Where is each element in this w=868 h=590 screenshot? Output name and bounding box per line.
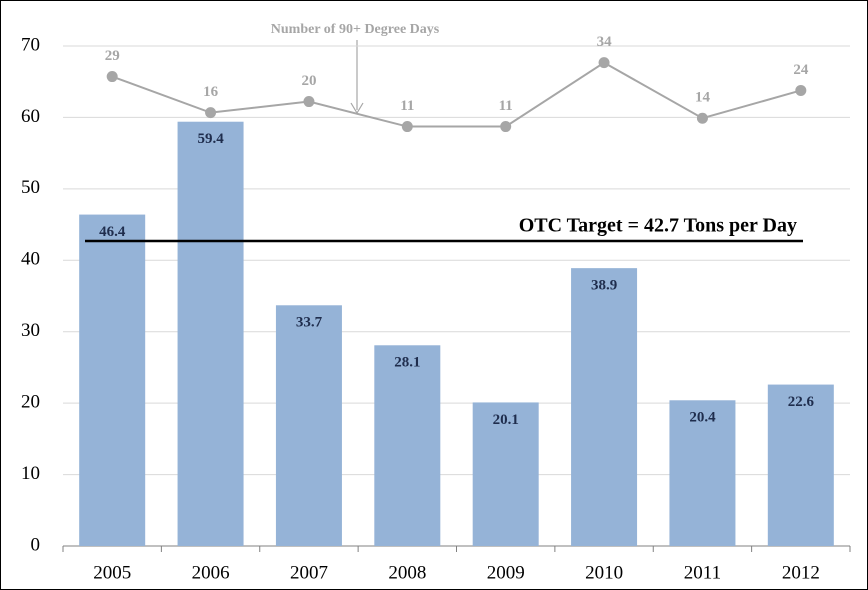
x-tick-label: 2008 [388,562,426,583]
y-tick-label: 60 [21,106,40,127]
y-tick-label: 0 [31,534,41,555]
line-point [303,96,315,108]
value-label: 20.4 [689,410,716,426]
point-label: 11 [400,98,414,114]
x-tick-label: 2012 [782,562,820,583]
line-point [401,121,413,133]
line-point [106,71,118,83]
y-tick-label: 70 [21,34,40,55]
x-tick-label: 2011 [684,562,721,583]
value-label: 46.4 [99,224,126,240]
value-label: 20.1 [493,412,519,428]
line-point [696,112,708,124]
y-tick-label: 40 [21,249,40,270]
bar [571,268,638,546]
bar [472,402,539,546]
x-tick-label: 2009 [487,562,525,583]
line-point [795,84,807,96]
value-label: 33.7 [296,315,323,331]
value-label: 22.6 [788,394,815,410]
point-label: 11 [499,98,513,114]
y-tick-label: 20 [21,392,40,413]
point-label: 16 [203,84,219,100]
bar [79,214,146,547]
line [111,61,802,128]
line-annotation: Number of 90+ Degree Days [271,22,440,37]
value-label: 59.4 [197,131,224,147]
bar [669,400,736,546]
x-tick-label: 2010 [585,562,623,583]
y-tick-label: 50 [21,177,40,198]
point-label: 29 [105,48,120,64]
bar [275,305,342,546]
line-point [500,121,512,133]
value-label: 28.1 [394,355,420,371]
line-point [205,107,217,119]
bar [767,384,834,546]
x-tick-label: 2005 [93,562,131,583]
point-label: 14 [695,90,711,106]
target-label: OTC Target = 42.7 Tons per Day [519,215,797,237]
line-point [598,57,610,69]
point-label: 24 [793,62,809,78]
bar [374,345,441,546]
y-tick-label: 30 [21,320,40,341]
y-tick-label: 10 [21,463,40,484]
x-tick-label: 2006 [192,562,230,583]
point-label: 20 [301,73,316,89]
value-label: 38.9 [591,278,617,294]
x-tick-label: 2007 [290,562,328,583]
point-label: 34 [597,34,613,50]
bar [177,121,244,546]
